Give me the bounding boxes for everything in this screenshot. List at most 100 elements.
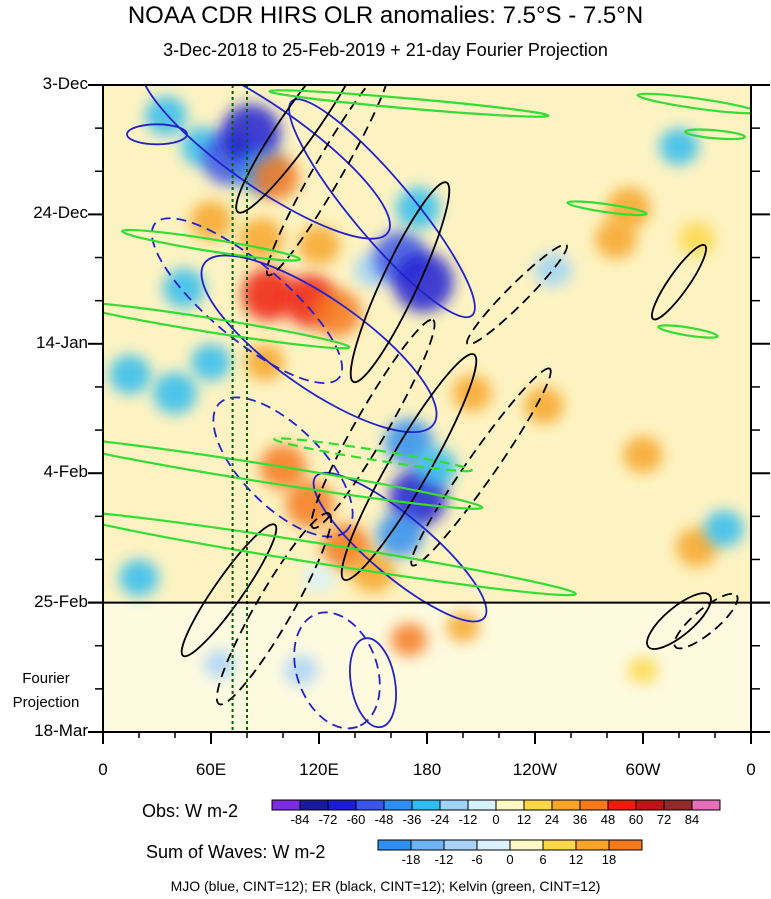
y-tick-label: 25-Feb	[34, 591, 88, 611]
anomaly-blob	[284, 655, 318, 686]
obs-colorbar-swatch	[607, 799, 637, 811]
olr-anomaly-field	[103, 96, 751, 732]
fourier-label-line2: Projection	[12, 694, 80, 711]
obs-colorbar-label: 36	[572, 812, 588, 827]
er-contour	[215, 512, 333, 706]
er-contour	[180, 523, 278, 658]
waves-colorbar-swatch	[608, 839, 643, 851]
kelvin-contour	[268, 89, 550, 118]
anomaly-blob	[396, 187, 440, 230]
obs-colorbar-label: 60	[628, 812, 644, 827]
obs-colorbar-label: 0	[492, 812, 500, 827]
anomaly-blob	[312, 289, 362, 337]
kelvin-contour	[103, 436, 484, 510]
obs-colorbar-swatch	[299, 799, 329, 811]
x-tick-label: 180	[412, 760, 442, 779]
waves-colorbar-swatch	[476, 839, 511, 851]
x-tick-label: 60W	[625, 760, 661, 779]
obs-colorbar-swatch	[551, 799, 581, 811]
anomaly-blob	[623, 436, 663, 474]
er-contour	[466, 243, 568, 346]
anomaly-blob	[627, 656, 659, 684]
obs-colorbar-swatch	[663, 799, 693, 811]
mjo-contour	[200, 254, 438, 434]
anomaly-blob	[452, 374, 492, 412]
anomaly-blob	[252, 155, 299, 200]
obs-colorbar-swatch	[467, 799, 497, 811]
x-tick-label: 0	[746, 760, 756, 779]
obs-colorbar-label: 72	[656, 812, 672, 827]
waves-colorbar-swatch	[575, 839, 610, 851]
x-tick-label: 0	[98, 760, 108, 779]
obs-colorbar-title: Obs: W m-2	[142, 801, 239, 821]
kelvin-contour	[103, 301, 351, 350]
obs-colorbar-label: 12	[516, 812, 532, 827]
y-tick-label: 18-Mar	[34, 721, 88, 740]
mjo-contour	[126, 123, 188, 146]
obs-colorbar-label: 48	[600, 812, 616, 827]
obs-colorbar-swatch	[327, 799, 357, 811]
waves-colorbar-title: Sum of Waves: W m-2	[146, 842, 326, 862]
anomaly-blob	[109, 354, 151, 395]
obs-colorbar-label: -72	[318, 812, 338, 827]
x-tick-label: 120W	[512, 760, 558, 779]
obs-colorbar-label: -84	[290, 812, 310, 827]
waves-colorbar-swatch	[410, 839, 445, 851]
obs-colorbar-swatch	[271, 799, 301, 811]
mjo-contour	[150, 217, 344, 385]
y-tick-label: 24-Dec	[33, 203, 88, 223]
anomaly-blob	[204, 650, 236, 679]
anomaly-blob	[153, 372, 197, 415]
waves-colorbar-swatch	[443, 839, 478, 851]
waves-colorbar-label: -6	[471, 852, 483, 867]
fourier-projection-label: Fourier Projection	[10, 667, 82, 715]
anomaly-blob	[524, 386, 564, 424]
anomaly-blob	[393, 252, 454, 313]
er-contour	[235, 85, 367, 214]
kelvin-contour	[566, 200, 648, 217]
chart-title: NOAA CDR HIRS OLR anomalies: 7.5°S - 7.5…	[127, 2, 644, 29]
obs-colorbar-swatch	[355, 799, 385, 811]
anomaly-blob	[285, 480, 335, 528]
obs-colorbar-swatch	[383, 799, 413, 811]
er-contour	[673, 592, 739, 650]
obs-colorbar-label: -12	[458, 812, 478, 827]
obs-colorbar-label: -60	[346, 812, 366, 827]
anomaly-blob	[191, 343, 231, 381]
anomaly-blob	[298, 225, 340, 265]
er-contour	[265, 85, 391, 277]
mjo-contour	[293, 611, 381, 730]
er-contour	[340, 353, 478, 581]
x-tick-label: 60E	[195, 760, 227, 779]
mjo-contour	[312, 471, 488, 623]
y-tick-label: 3-Dec	[42, 74, 88, 93]
anomaly-blob	[302, 563, 336, 593]
waves-colorbar-swatch	[542, 839, 577, 851]
anomaly-blob	[242, 268, 296, 321]
kelvin-contour	[684, 128, 746, 141]
obs-colorbar-swatch	[495, 799, 525, 811]
er-contour	[410, 367, 552, 567]
er-contour	[310, 318, 436, 530]
y-tick-label: 4-Feb	[43, 462, 88, 482]
waves-colorbar-swatch	[509, 839, 544, 851]
anomaly-blob	[390, 622, 428, 657]
waves-colorbar-label: -12	[434, 852, 454, 867]
kelvin-contour	[636, 92, 751, 115]
chart-subtitle: 3-Dec-2018 to 25-Feb-2019 + 21-day Fouri…	[163, 40, 608, 60]
obs-colorbar-label: 84	[684, 812, 700, 827]
mjo-contour	[139, 85, 391, 240]
kelvin-contour	[273, 437, 473, 473]
obs-colorbar-swatch	[439, 799, 469, 811]
mjo-contour	[288, 98, 476, 319]
contour-legend-footer: MJO (blue, CINT=12); ER (black, CINT=12)…	[170, 878, 601, 894]
x-tick-label: 120E	[299, 760, 339, 779]
mjo-contour	[212, 396, 354, 538]
anomaly-blob	[376, 512, 424, 558]
colorbars	[271, 799, 721, 851]
waves-colorbar-label: 12	[568, 852, 584, 867]
anomaly-blob	[534, 252, 572, 287]
waves-colorbar-label: 18	[601, 852, 617, 867]
axes	[88, 84, 770, 744]
anomaly-blob	[163, 268, 205, 309]
